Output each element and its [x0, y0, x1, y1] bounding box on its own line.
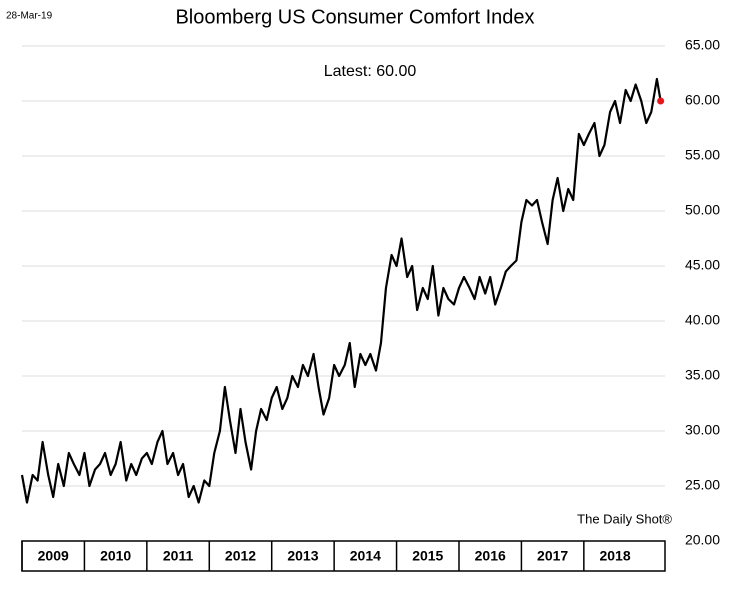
y-tick-label: 40.00 — [685, 312, 720, 328]
chart-title: Bloomberg US Consumer Comfort Index — [175, 6, 534, 28]
x-tick-label: 2016 — [475, 548, 506, 564]
y-tick-label: 20.00 — [685, 532, 720, 548]
x-tick-label: 2015 — [412, 548, 443, 564]
x-tick-label: 2012 — [225, 548, 256, 564]
date-label: 28-Mar-19 — [6, 11, 53, 22]
x-tick-label: 2011 — [163, 548, 194, 564]
y-tick-label: 50.00 — [685, 202, 720, 218]
x-tick-label: 2014 — [350, 548, 381, 564]
series-line — [20, 77, 662, 504]
latest-marker — [657, 97, 665, 105]
source: The Daily Shot® — [577, 511, 672, 526]
y-tick-label: 30.00 — [685, 422, 720, 438]
annotation: Latest: 60.00 — [324, 63, 417, 80]
y-tick-label: 60.00 — [685, 92, 720, 108]
y-tick-label: 25.00 — [685, 477, 720, 493]
x-tick-label: 2018 — [599, 548, 630, 564]
x-tick-label: 2010 — [100, 548, 131, 564]
y-tick-label: 45.00 — [685, 257, 720, 273]
x-tick-label: 2009 — [38, 548, 69, 564]
y-tick-label: 35.00 — [685, 367, 720, 383]
y-tick-label: 55.00 — [685, 147, 720, 163]
y-tick-label: 65.00 — [685, 37, 720, 53]
x-tick-label: 2017 — [537, 548, 568, 564]
x-tick-label: 2013 — [287, 548, 318, 564]
